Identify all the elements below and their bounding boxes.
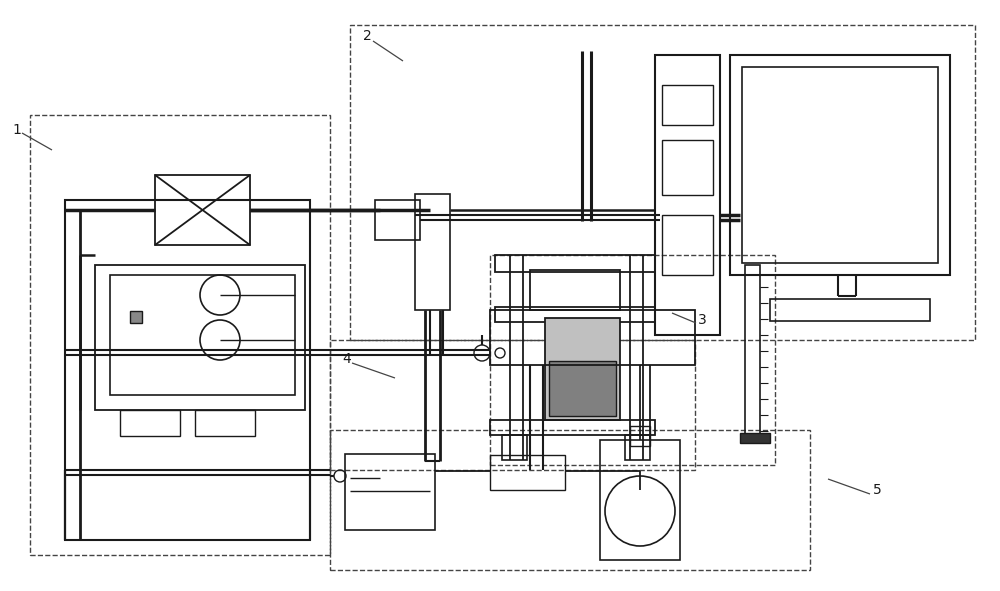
Bar xyxy=(120,410,180,436)
Bar xyxy=(490,455,565,490)
Bar xyxy=(655,55,720,335)
Bar xyxy=(630,426,650,446)
Bar xyxy=(65,200,310,540)
Bar xyxy=(330,340,695,470)
Bar xyxy=(530,270,620,310)
Bar xyxy=(195,410,255,436)
Bar xyxy=(375,200,420,240)
Bar xyxy=(345,454,435,530)
Bar xyxy=(490,255,775,465)
Text: 3: 3 xyxy=(698,313,707,327)
Bar xyxy=(740,433,770,443)
Bar xyxy=(495,255,655,272)
Bar xyxy=(350,25,975,340)
Bar xyxy=(742,67,938,263)
Bar xyxy=(415,194,450,310)
Text: 5: 5 xyxy=(873,483,882,497)
Bar xyxy=(745,265,760,435)
Bar xyxy=(770,299,930,321)
Bar xyxy=(495,307,655,322)
Bar xyxy=(502,435,527,460)
Bar xyxy=(662,85,713,125)
Bar xyxy=(30,115,330,555)
Bar xyxy=(95,265,305,410)
Bar xyxy=(545,318,620,420)
Bar xyxy=(130,311,142,323)
Bar xyxy=(110,275,295,395)
Text: 2: 2 xyxy=(363,29,372,43)
Bar xyxy=(600,440,680,560)
Bar xyxy=(662,215,713,275)
Bar xyxy=(549,361,616,416)
Bar xyxy=(730,55,950,275)
Bar xyxy=(662,140,713,195)
Text: 4: 4 xyxy=(342,352,351,366)
Bar xyxy=(625,435,650,460)
Bar xyxy=(490,420,655,435)
Text: 1: 1 xyxy=(12,123,21,137)
Bar xyxy=(330,430,810,570)
Bar xyxy=(155,175,250,245)
Bar xyxy=(490,310,695,365)
